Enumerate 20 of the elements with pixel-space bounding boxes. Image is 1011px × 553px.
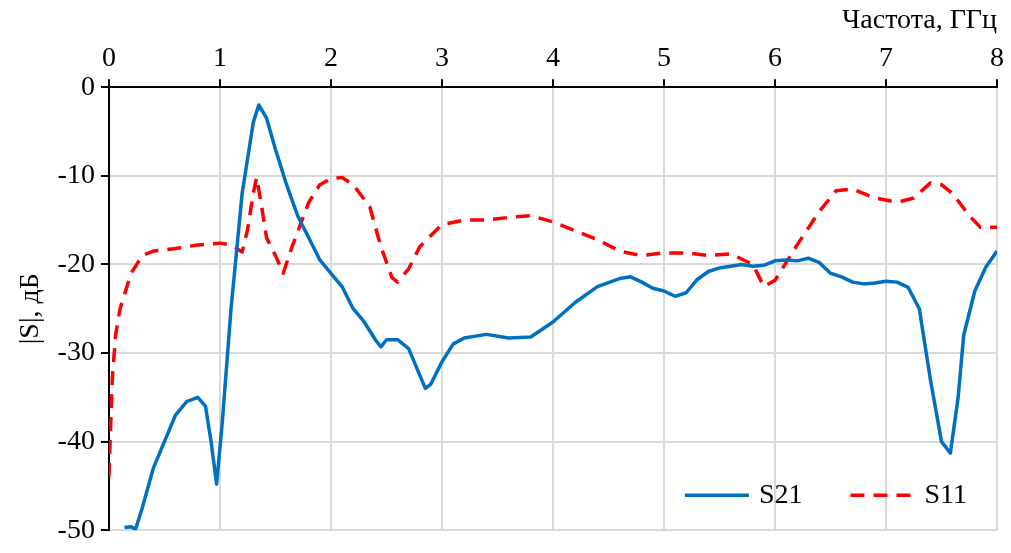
x-tick-label: 8	[990, 40, 1004, 72]
x-tick-label: 4	[545, 40, 560, 72]
y-tick-label: -50	[57, 512, 95, 544]
line-series	[108, 175, 997, 479]
y-tick-label: 0	[80, 69, 95, 101]
y-axis-title: |S|, дБ	[13, 273, 45, 345]
x-tick-label: 5	[656, 40, 671, 72]
legend-label: S21	[758, 477, 803, 509]
x-tick-label: 1	[212, 40, 227, 72]
legend-label: S11	[924, 477, 968, 509]
x-tick-label: 7	[878, 40, 893, 72]
y-tick-label: -40	[57, 423, 95, 455]
x-axis-title: Частота, ГГц	[842, 3, 998, 35]
x-tick-label: 3	[434, 40, 449, 72]
y-tick-label: -30	[57, 335, 95, 367]
x-tick-label: 6	[767, 40, 782, 72]
y-tick-label: -10	[57, 158, 95, 190]
x-tick-label: 0	[101, 40, 116, 72]
x-tick-label: 2	[323, 40, 338, 72]
y-tick-label: -20	[57, 246, 95, 278]
